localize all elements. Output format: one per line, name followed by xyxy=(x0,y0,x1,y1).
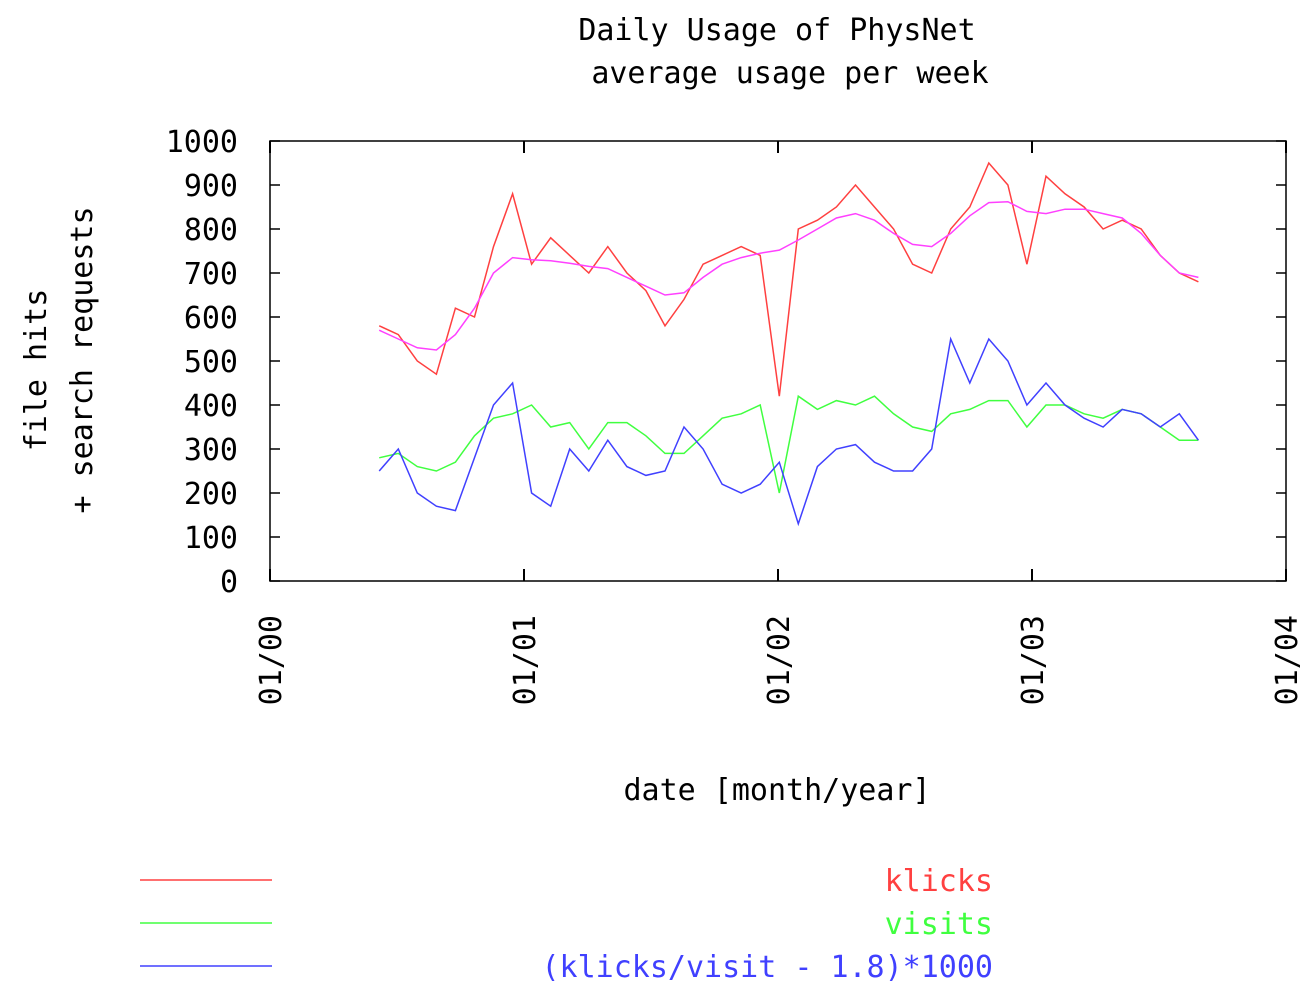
y-tick-label: 0 xyxy=(220,565,238,600)
x-tick-label: 01/01 xyxy=(508,615,543,705)
data-line xyxy=(379,394,1199,494)
y-tick-label: 900 xyxy=(184,169,238,204)
x-tick-label: 01/03 xyxy=(1016,615,1051,705)
chart-subtitle: average usage per week xyxy=(591,56,988,91)
data-line xyxy=(378,200,1199,351)
x-tick-label: 01/02 xyxy=(762,615,797,705)
y-tick-label: 100 xyxy=(184,521,238,556)
data-line xyxy=(378,161,1199,397)
y-tick-label: 1000 xyxy=(166,125,238,160)
y-axis-label: file hits xyxy=(19,289,54,452)
x-tick-label: 01/00 xyxy=(254,615,289,705)
y-tick-label: 400 xyxy=(184,389,238,424)
y-tick-label: 700 xyxy=(184,257,238,292)
y-tick-label: 800 xyxy=(184,213,238,248)
legend-label: klicks xyxy=(885,864,993,899)
y-tick-label: 200 xyxy=(184,477,238,512)
legend-label: visits xyxy=(885,907,993,942)
y-tick-label: 600 xyxy=(184,301,238,336)
x-axis-label: date [month/year] xyxy=(623,773,930,808)
y-tick-label: 500 xyxy=(184,345,238,380)
legend-label: (klicks/visit - 1.8)*1000 xyxy=(541,950,993,985)
y-axis-label: + search requests xyxy=(65,206,100,513)
y-tick-label: 300 xyxy=(184,433,238,468)
x-tick-label: 01/04 xyxy=(1270,615,1305,705)
chart-title: Daily Usage of PhysNet xyxy=(578,13,975,48)
plot-frame xyxy=(269,140,1287,582)
data-line xyxy=(378,336,1200,527)
